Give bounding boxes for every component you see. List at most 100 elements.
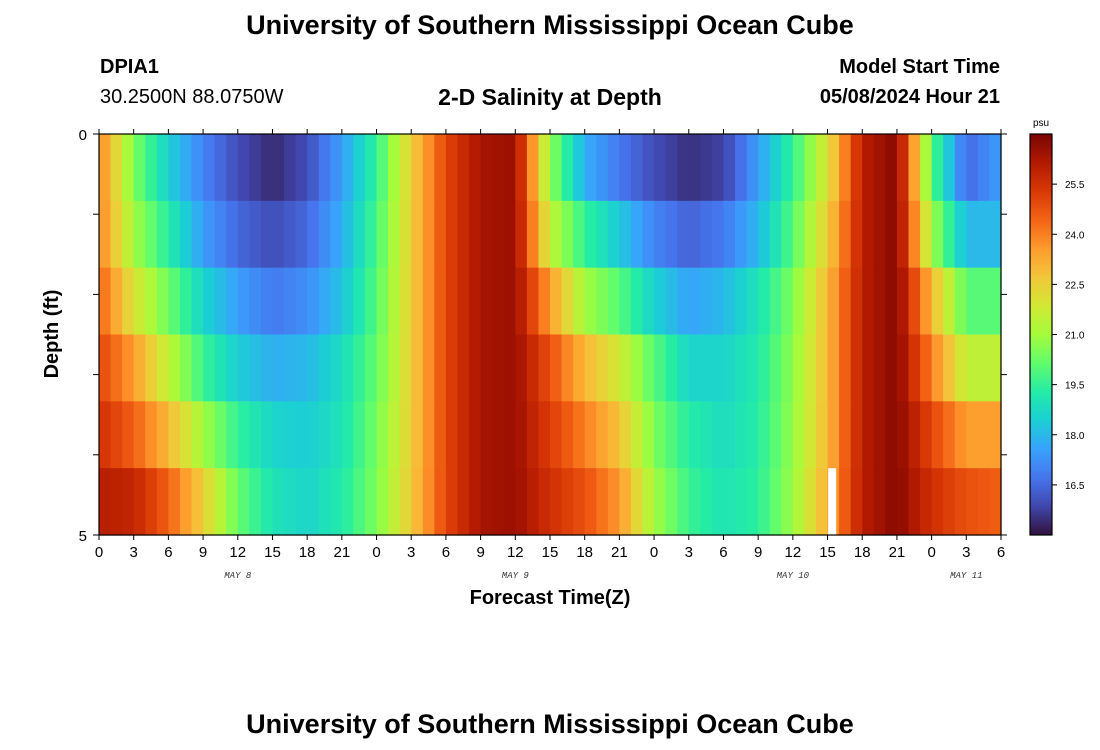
x-tick-label: 3 (407, 544, 415, 561)
heatmap-cell (133, 468, 146, 536)
x-tick-label: 21 (611, 544, 628, 561)
heatmap-cell (99, 401, 112, 469)
heatmap-cell (318, 134, 331, 202)
heatmap-cell (145, 468, 158, 536)
heatmap-cell (839, 334, 852, 402)
heatmap-cell (122, 267, 135, 336)
heatmap-cell (885, 267, 898, 336)
heatmap-cell (850, 401, 863, 469)
heatmap-cell (411, 200, 424, 269)
heatmap-cell (561, 200, 574, 269)
y-tick-label: 5 (79, 528, 87, 545)
heatmap-cell (99, 334, 112, 402)
heatmap-cell (688, 334, 701, 402)
heatmap-cell (711, 468, 725, 536)
heatmap-cell (492, 134, 505, 202)
heatmap-cell (896, 401, 910, 469)
heatmap-cell (330, 401, 343, 469)
heatmap-cell (665, 334, 678, 402)
heatmap-cell (966, 334, 979, 402)
heatmap-cell (179, 134, 193, 202)
heatmap-cell (596, 134, 609, 202)
heatmap-cell (792, 134, 806, 202)
heatmap-cell (515, 401, 528, 469)
heatmap-cell (168, 334, 181, 402)
heatmap-cell (873, 334, 886, 402)
x-axis-label: Forecast Time(Z) (470, 587, 631, 609)
heatmap-cell (480, 267, 493, 336)
heatmap-cell (839, 468, 852, 536)
page-title: University of Southern Mississippi Ocean… (246, 10, 854, 40)
heatmap-cell (723, 267, 736, 336)
heatmap-cell (364, 134, 378, 202)
model-start-value: 05/08/2024 Hour 21 (819, 86, 1000, 108)
heatmap-cell (954, 468, 967, 536)
heatmap-cell (353, 134, 366, 202)
heatmap-cell (364, 468, 378, 536)
heatmap-cell (249, 267, 262, 336)
heatmap-cell (758, 267, 771, 336)
heatmap-cell (827, 200, 840, 269)
heatmap-cell (619, 134, 632, 202)
heatmap-cell (607, 200, 620, 269)
heatmap-cell (896, 200, 910, 269)
heatmap-cell (769, 401, 782, 469)
heatmap-cell (815, 267, 829, 336)
heatmap-cell (804, 200, 817, 269)
heatmap-cell (226, 134, 239, 202)
heatmap-cell (804, 267, 817, 336)
heatmap-cell (688, 134, 701, 202)
heatmap-cell (110, 401, 123, 469)
heatmap-cell (376, 134, 389, 202)
heatmap-cell (295, 334, 308, 402)
heatmap-cell (642, 267, 655, 336)
heatmap-cell (145, 334, 158, 402)
heatmap-cell (700, 134, 713, 202)
heatmap-cell (654, 401, 667, 469)
heatmap-cell (746, 401, 759, 469)
heatmap-cell (191, 334, 204, 402)
heatmap-cell (145, 134, 158, 202)
heatmap-cell (353, 334, 366, 402)
heatmap-cell (226, 401, 239, 469)
heatmap-cell (399, 401, 412, 469)
heatmap-cell (954, 267, 967, 336)
heatmap-cell (862, 468, 875, 536)
heatmap-cell (122, 134, 135, 202)
x-tick-label: 12 (507, 544, 524, 561)
colorbar-tick-label: 19.5 (1065, 381, 1085, 392)
heatmap-cell (596, 267, 609, 336)
x-day-label: MAY 10 (777, 571, 810, 581)
heatmap-cell (769, 267, 782, 336)
heatmap-cell (665, 134, 678, 202)
heatmap-cell (422, 134, 435, 202)
heatmap-cell (411, 334, 424, 402)
heatmap-cell (168, 134, 181, 202)
heatmap-cell (781, 334, 794, 402)
heatmap-cell (122, 200, 135, 269)
heatmap-cell (503, 334, 516, 402)
heatmap-cell (203, 267, 216, 336)
heatmap-cell (237, 334, 250, 402)
heatmap-cell (457, 401, 470, 469)
heatmap-cell (642, 200, 655, 269)
heatmap-cell (596, 468, 609, 536)
heatmap-cell (179, 401, 193, 469)
heatmap-cell (307, 134, 320, 202)
heatmap-cell (99, 200, 112, 269)
heatmap-cell (735, 200, 748, 269)
heatmap-cell (758, 468, 771, 536)
heatmap-cell (677, 468, 690, 536)
heatmap-cell (827, 401, 840, 469)
heatmap-cell (156, 468, 169, 536)
heatmap-cell (607, 401, 620, 469)
heatmap-cell (989, 401, 1002, 469)
heatmap-cell (353, 200, 366, 269)
heatmap-cell (677, 134, 690, 202)
heatmap-cell (827, 134, 840, 202)
heatmap-cell (99, 468, 112, 536)
heatmap-cell (931, 334, 944, 402)
heatmap-cell (364, 334, 378, 402)
heatmap-cell (815, 200, 829, 269)
